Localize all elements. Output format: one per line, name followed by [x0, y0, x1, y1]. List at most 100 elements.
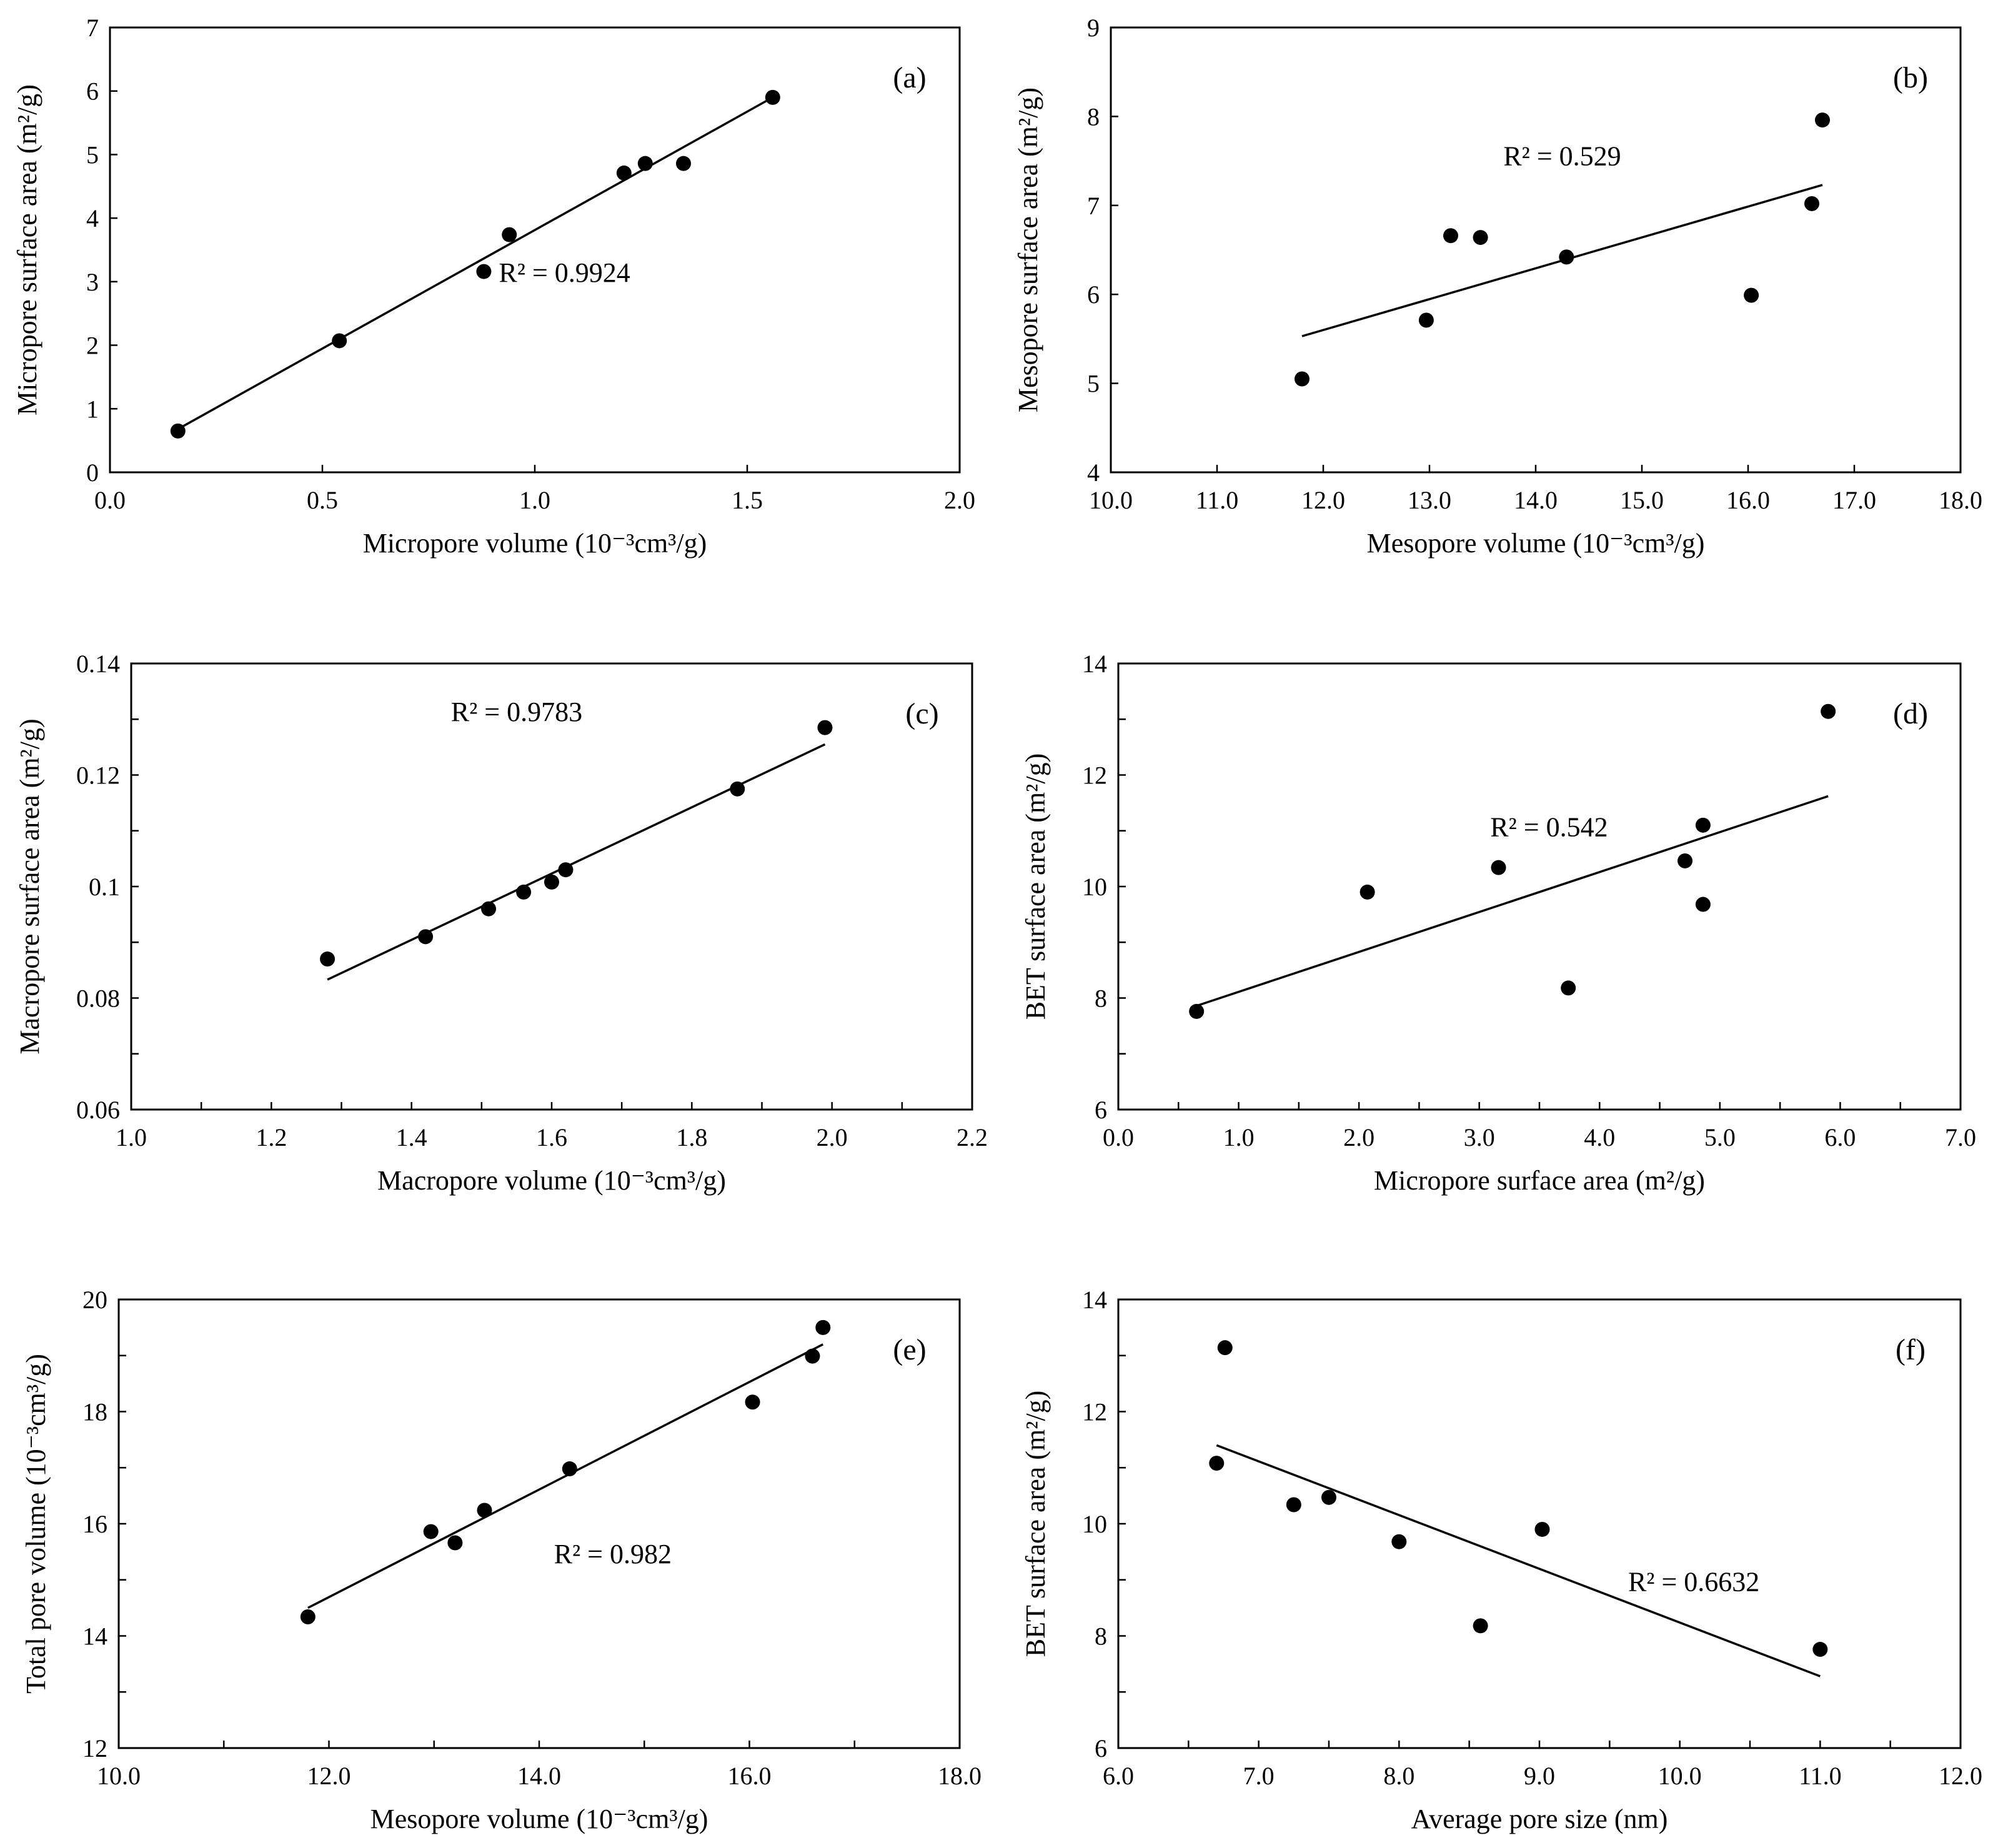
- data-point: [1295, 371, 1310, 387]
- data-point: [765, 89, 780, 105]
- plot-frame: [1117, 662, 1962, 1111]
- data-point: [447, 1535, 463, 1551]
- r-squared-label: R² = 0.9924: [499, 257, 630, 288]
- data-point: [1561, 980, 1576, 996]
- x-tick-label: 12.0: [1939, 1762, 1982, 1790]
- x-tick-label: 1.6: [536, 1123, 567, 1151]
- data-point: [676, 156, 691, 171]
- data-point: [1209, 1456, 1225, 1471]
- y-axis-title: BET surface area (m²/g): [1020, 753, 1051, 1020]
- panel-a: 0.0 0.5 1.0 1.5 2.0 0 1 2 3 4 5 6 7 Micropore volume …: [12, 14, 975, 559]
- y-tick-label: 10: [1082, 873, 1107, 901]
- plot-frame: [1110, 26, 1962, 474]
- x-tick-label: 12.0: [1301, 486, 1345, 514]
- y-tick-label: 14: [82, 1622, 107, 1651]
- data-point: [745, 1394, 760, 1410]
- x-tick-label: 15.0: [1620, 486, 1664, 514]
- x-tick-label: 12.0: [307, 1762, 351, 1790]
- trendline: [327, 743, 826, 981]
- x-axis-title: Micropore volume (10⁻³cm³/g): [363, 528, 707, 559]
- panel-c: 1.0 1.2 1.4 1.6 1.8 2.0 2.2 0.06 0.08 0.1 0.12 0.14…: [14, 650, 988, 1196]
- x-axis-title: Mesopore volume (10⁻³cm³/g): [1367, 528, 1705, 559]
- data-point: [516, 884, 532, 900]
- trendline: [177, 96, 773, 430]
- y-tick-label: 18: [82, 1398, 107, 1426]
- y-tick-label: 7: [1087, 192, 1100, 220]
- y-tick-label: 5: [86, 141, 99, 169]
- y-tick-label: 0: [86, 459, 99, 487]
- y-tick-label: 0.08: [76, 985, 120, 1013]
- panel-e: 10.0 12.0 14.0 16.0 18.0 12 14 16 18 20 Mesopore v…: [21, 1286, 982, 1834]
- y-tick-label: 16: [82, 1510, 107, 1538]
- x-tick-label: 16.0: [1726, 486, 1770, 514]
- x-tick-label: 2.0: [944, 486, 975, 514]
- y-tick-label: 2: [86, 332, 99, 360]
- data-point: [418, 929, 434, 945]
- y-tick-label: 1: [86, 395, 99, 423]
- data-point: [477, 1503, 492, 1518]
- y-axis-title: Mesopore surface area (m²/g): [1013, 87, 1043, 412]
- x-tick-label: 9.0: [1524, 1762, 1555, 1790]
- x-tick-label: 6.0: [1103, 1762, 1134, 1790]
- x-axis-title: Average pore size (nm): [1411, 1804, 1668, 1834]
- r-squared-label: R² = 0.542: [1490, 812, 1608, 843]
- y-tick-label: 0.14: [76, 650, 120, 678]
- y-axis-title: BET surface area (m²/g): [1020, 1391, 1051, 1657]
- data-point: [1359, 884, 1375, 900]
- data-point: [1473, 1618, 1488, 1634]
- y-tick-label: 8: [1087, 102, 1100, 131]
- x-tick-label: 13.0: [1408, 486, 1451, 514]
- x-tick-label: 0.0: [94, 486, 126, 514]
- data-point: [1534, 1521, 1550, 1537]
- y-tick-label: 9: [1087, 14, 1100, 42]
- data-point: [1677, 853, 1693, 868]
- x-tick-label: 8.0: [1383, 1762, 1414, 1790]
- trendline: [1216, 1444, 1821, 1677]
- y-tick-label: 12: [1082, 1398, 1107, 1426]
- y-tick-label: 4: [1087, 459, 1100, 487]
- x-tick-label: 1.5: [732, 486, 763, 514]
- x-tick-label: 2.0: [817, 1123, 848, 1151]
- data-point: [170, 423, 186, 439]
- data-point: [320, 951, 335, 967]
- x-tick-label: 7.0: [1243, 1762, 1275, 1790]
- data-point: [1812, 1642, 1828, 1657]
- panel-f: 6.0 7.0 8.0 9.0 10.0 11.0 12.0 6 8 10 12 14 Average …: [1020, 1286, 1982, 1834]
- y-tick-label: 6: [1087, 281, 1100, 309]
- y-tick-label: 14: [1082, 1286, 1107, 1314]
- data-point: [502, 227, 517, 242]
- y-tick-label: 5: [1087, 370, 1100, 398]
- y-tick-label: 12: [1082, 762, 1107, 790]
- y-tick-label: 6: [86, 77, 99, 106]
- y-tick-label: 6: [1095, 1096, 1107, 1124]
- x-tick-label: 18.0: [938, 1762, 982, 1790]
- data-point: [332, 333, 347, 349]
- data-point: [817, 720, 833, 735]
- data-point: [1804, 196, 1819, 211]
- x-tick-label: 1.2: [256, 1123, 287, 1151]
- x-tick-label: 10.0: [1089, 486, 1133, 514]
- y-tick-label: 20: [82, 1286, 107, 1314]
- data-point: [1491, 860, 1506, 875]
- data-point: [1815, 112, 1830, 128]
- data-point: [476, 264, 492, 279]
- x-tick-label: 17.0: [1832, 486, 1876, 514]
- panel-label: (d): [1893, 697, 1928, 730]
- x-tick-label: 16.0: [728, 1762, 772, 1790]
- x-tick-label: 3.0: [1464, 1123, 1495, 1151]
- x-tick-label: 1.0: [1223, 1123, 1255, 1151]
- data-point: [730, 781, 745, 797]
- x-tick-label: 7.0: [1945, 1123, 1976, 1151]
- panel-label: (c): [905, 697, 938, 730]
- data-point: [300, 1609, 316, 1624]
- x-tick-label: 14.0: [1514, 486, 1558, 514]
- panel-label: (b): [1893, 61, 1928, 94]
- x-tick-label: 2.0: [1343, 1123, 1374, 1151]
- data-point: [1744, 287, 1759, 303]
- r-squared-label: R² = 0.6632: [1628, 1567, 1759, 1597]
- x-tick-label: 5.0: [1704, 1123, 1736, 1151]
- x-tick-label: 11.0: [1196, 486, 1239, 514]
- data-point: [544, 874, 559, 890]
- data-point: [1391, 1534, 1407, 1549]
- r-squared-label: R² = 0.9783: [451, 697, 582, 727]
